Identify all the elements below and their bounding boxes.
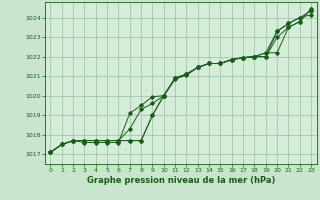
X-axis label: Graphe pression niveau de la mer (hPa): Graphe pression niveau de la mer (hPa) xyxy=(87,176,275,185)
